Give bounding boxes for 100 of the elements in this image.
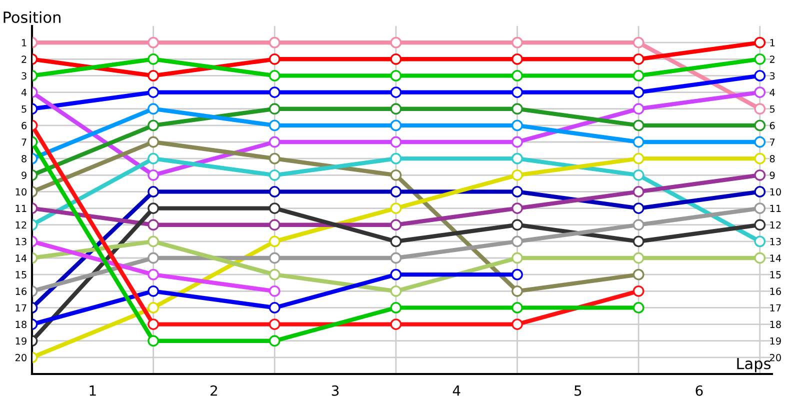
y-tick-label: 3 [22, 72, 26, 80]
y-tick-label: 15 [16, 271, 26, 278]
point [268, 318, 280, 330]
point [632, 136, 644, 148]
point [268, 120, 280, 132]
point [754, 136, 766, 148]
point [148, 36, 160, 48]
point [754, 219, 766, 231]
point [390, 252, 402, 264]
point [268, 202, 280, 214]
point [512, 70, 523, 82]
point [390, 103, 402, 115]
point [754, 186, 766, 198]
point [390, 152, 402, 164]
point [632, 252, 644, 264]
y2-tick-label: 16 [770, 288, 781, 295]
point [268, 136, 280, 148]
point [512, 219, 523, 231]
y2-tick-label: 15 [770, 271, 781, 278]
y2-tick-label: 14 [770, 254, 782, 262]
point [512, 120, 523, 132]
point [268, 219, 280, 231]
point [268, 285, 280, 297]
point [512, 285, 523, 297]
point [512, 53, 523, 65]
point [632, 186, 644, 198]
point [512, 152, 523, 164]
point [754, 252, 766, 264]
point [148, 236, 160, 248]
point [268, 186, 280, 198]
x-tick-label: 6 [696, 385, 703, 396]
y-tick-label: 18 [16, 320, 26, 328]
point [148, 186, 160, 198]
y-tick-label: 2 [22, 56, 26, 63]
point [390, 268, 402, 280]
y-tick-label: 7 [22, 138, 26, 146]
point [390, 169, 402, 181]
point [632, 236, 644, 248]
y-tick-label: 1 [22, 39, 26, 46]
y2-tick-label: 10 [770, 188, 781, 196]
y2-tick-label: 12 [770, 221, 781, 229]
point [390, 186, 402, 198]
point [268, 36, 280, 48]
y2-tick-label: 17 [770, 304, 781, 312]
point [148, 202, 160, 214]
point [148, 268, 160, 280]
y2-tick-label: 7 [770, 138, 775, 146]
point [632, 219, 644, 231]
y2-tick-label: 1 [770, 39, 775, 46]
point [632, 103, 644, 115]
point [512, 136, 523, 148]
point [268, 302, 280, 314]
point [148, 318, 160, 330]
point [390, 120, 402, 132]
x-axis-title: Laps [737, 358, 771, 372]
y2-tick-label: 8 [770, 155, 775, 162]
y-tick-label: 19 [16, 337, 26, 345]
point [632, 268, 644, 280]
y-tick-label: 16 [16, 288, 27, 295]
point [390, 318, 402, 330]
point [512, 36, 523, 48]
y2-tick-label: 3 [770, 72, 775, 80]
point [632, 285, 644, 297]
point [268, 103, 280, 115]
point [512, 318, 523, 330]
point [148, 285, 160, 297]
point [268, 86, 280, 98]
y-tick-label: 6 [22, 122, 27, 130]
y-tick-label: 4 [21, 88, 27, 96]
x-tick-label: 1 [90, 386, 96, 396]
point [268, 252, 280, 264]
y-tick-label: 11 [16, 204, 26, 212]
y-tick-label: 20 [15, 354, 26, 362]
point [390, 86, 402, 98]
point [632, 70, 644, 82]
point [512, 186, 523, 198]
point [148, 136, 160, 148]
y2-tick-label: 20 [770, 354, 781, 362]
point [390, 53, 402, 65]
point [754, 152, 766, 164]
point [754, 202, 766, 214]
point [390, 202, 402, 214]
y-tick-label: 13 [16, 238, 26, 246]
point [148, 169, 160, 181]
x-tick-label: 2 [210, 385, 217, 396]
y-axis-title: Position [4, 11, 60, 24]
point [390, 285, 402, 297]
y2-tick-label: 4 [770, 88, 775, 96]
y-tick-label: 17 [16, 304, 26, 312]
point [390, 219, 402, 231]
point [390, 302, 402, 314]
point [148, 70, 160, 82]
point [512, 236, 523, 248]
point [632, 53, 644, 65]
point [632, 36, 644, 48]
y2-tick-label: 11 [770, 204, 781, 212]
point [512, 103, 523, 115]
y-tick-label: 12 [16, 221, 26, 229]
point [754, 236, 766, 248]
y2-tick-label: 19 [770, 337, 781, 345]
